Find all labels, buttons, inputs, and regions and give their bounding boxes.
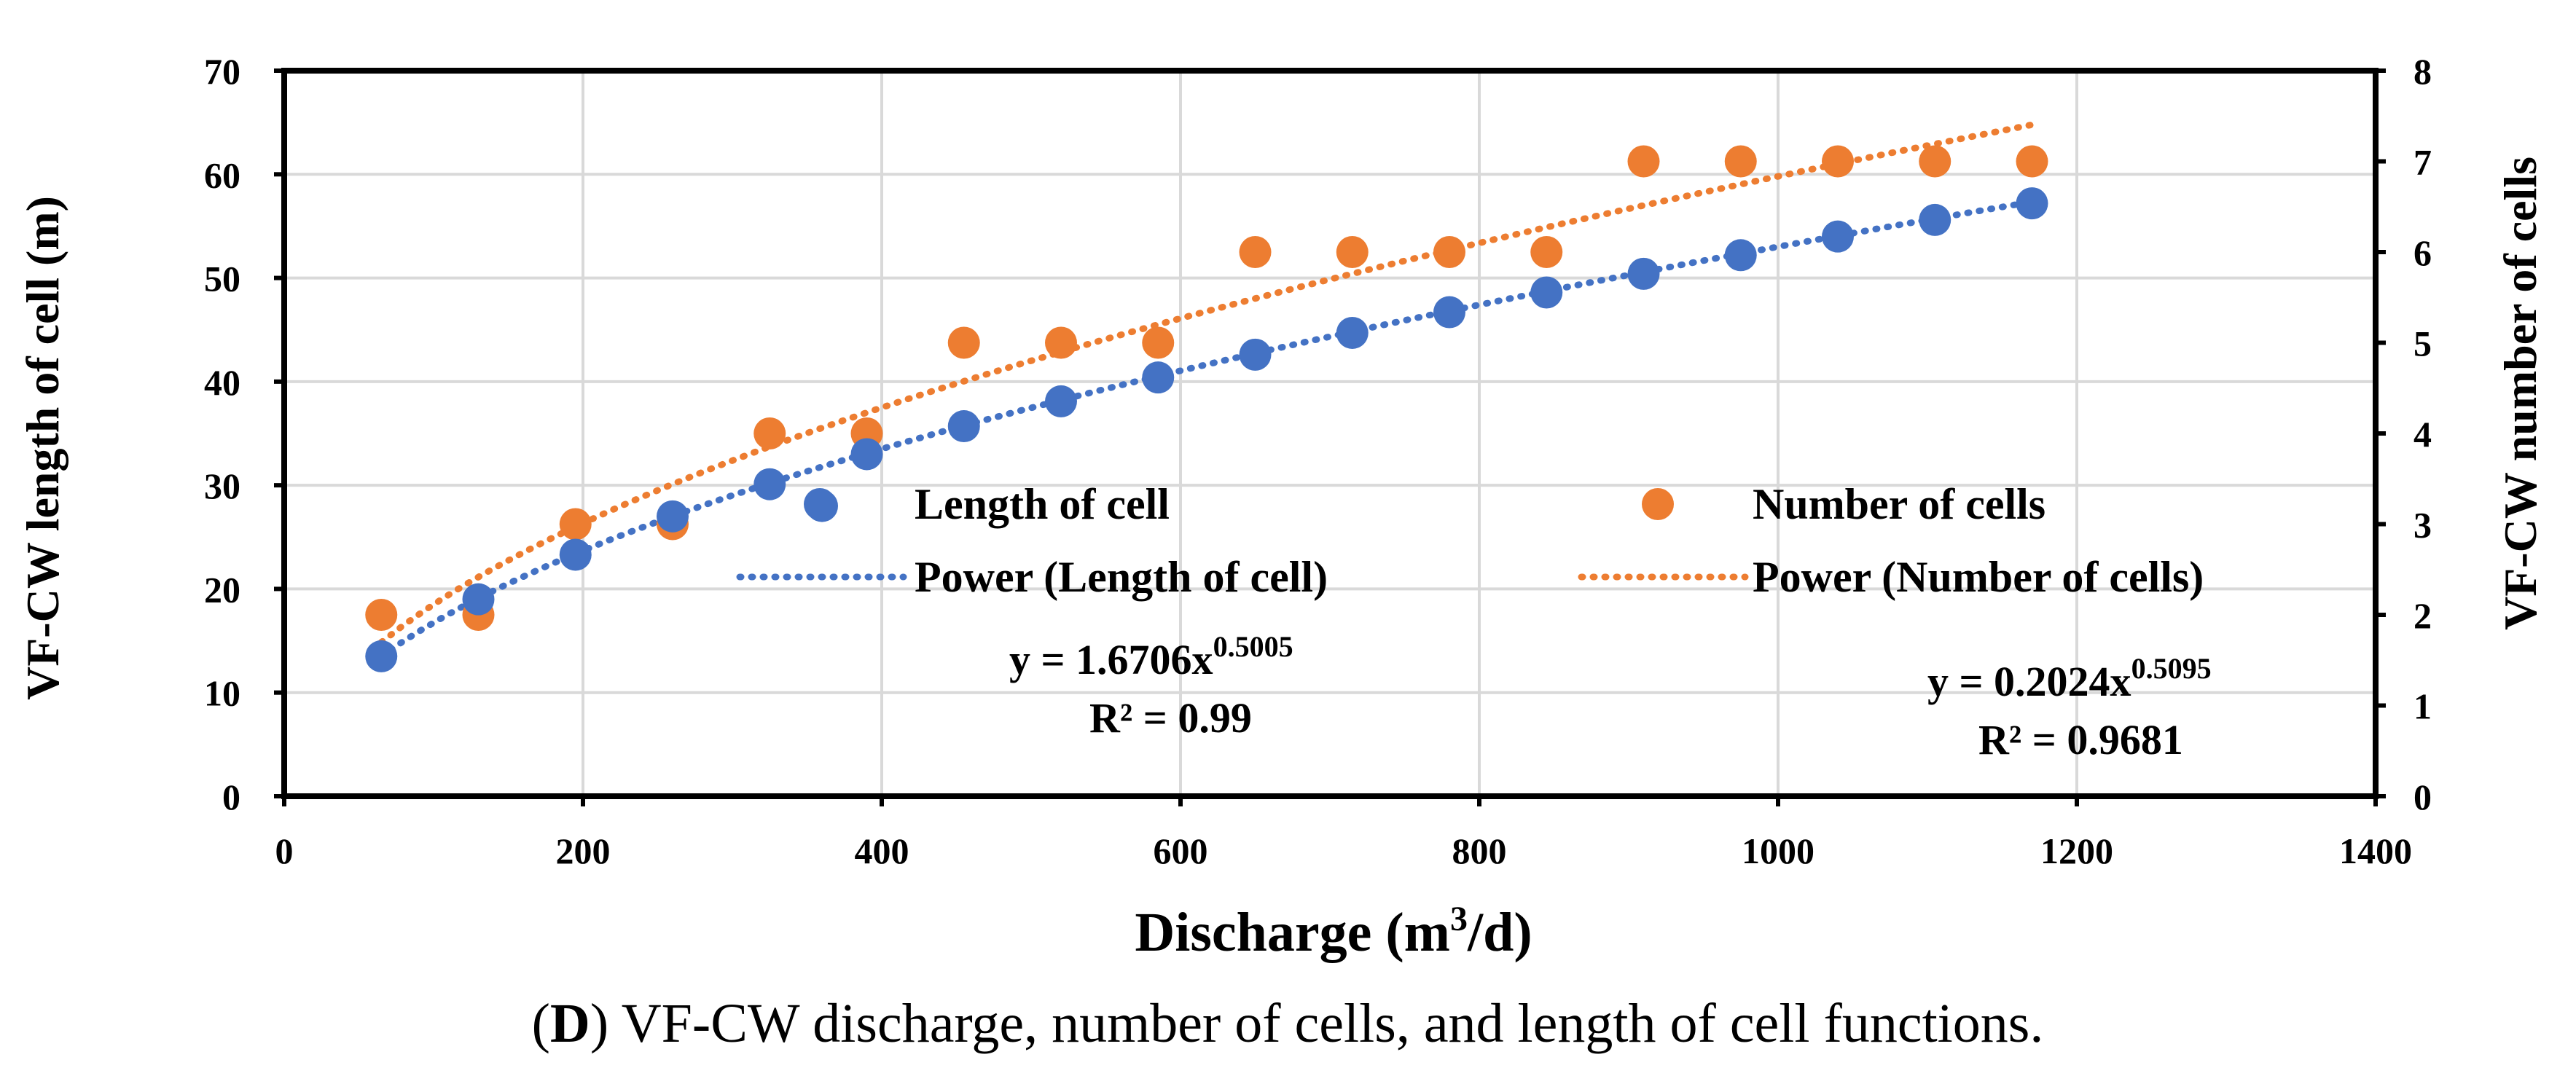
point-length-of-cell	[1530, 276, 1563, 309]
y-tick-label: 50	[204, 259, 240, 299]
legend-label-power-length: Power (Length of cell)	[915, 553, 1328, 601]
trendline-number-of-cells	[377, 121, 2035, 646]
x-tick-label: 800	[1452, 830, 1507, 871]
x-tick-label: 1400	[2339, 830, 2412, 871]
data-points	[365, 145, 2048, 672]
point-number-of-cells	[559, 508, 592, 541]
point-number-of-cells	[1627, 145, 1660, 178]
point-number-of-cells	[1433, 236, 1465, 268]
legend-marker-length-of-cell	[804, 488, 836, 520]
legend-label-length-of-cell: Length of cell	[915, 480, 1170, 528]
caption-text: VF-CW discharge, number of cells, and le…	[608, 993, 2043, 1054]
point-length-of-cell	[1142, 361, 1175, 394]
point-number-of-cells	[1239, 236, 1272, 268]
y2-tick-label: 3	[2413, 505, 2432, 546]
legend-marker-number-of-cells	[1642, 488, 1674, 520]
legend: Length of cell Number of cells Power (Le…	[736, 480, 2204, 601]
point-number-of-cells	[1724, 145, 1757, 178]
point-number-of-cells	[2016, 145, 2048, 178]
x-axis-title-main: Discharge (m	[1135, 902, 1450, 963]
y-axis-title: VF-CW length of cell (m)	[17, 196, 68, 700]
point-length-of-cell	[1724, 239, 1757, 272]
point-number-of-cells	[1336, 236, 1369, 268]
point-length-of-cell	[462, 583, 495, 616]
point-number-of-cells	[753, 417, 786, 449]
point-number-of-cells	[1142, 326, 1175, 359]
point-length-of-cell	[365, 640, 398, 672]
equation-number-exponent: 0.5095	[2131, 652, 2212, 685]
y-tick-label: 20	[204, 569, 240, 610]
trendlines	[377, 121, 2035, 660]
point-length-of-cell	[657, 500, 689, 533]
x-tick-label: 1200	[2040, 830, 2113, 871]
point-length-of-cell	[1239, 338, 1272, 371]
point-length-of-cell	[559, 538, 592, 571]
r2-length-of-cell: R² = 0.99	[1089, 694, 1252, 742]
y-tick-label: 40	[204, 362, 240, 403]
legend-label-power-number: Power (Number of cells)	[1753, 553, 2204, 601]
y2-tick-label: 2	[2413, 595, 2432, 636]
x-axis-title: Discharge (m3/d)	[1135, 900, 1532, 963]
y-tick-label: 0	[222, 777, 240, 817]
point-length-of-cell	[1822, 220, 1854, 253]
point-number-of-cells	[947, 326, 980, 359]
equation-length-of-cell: y = 1.6706x0.5005	[1009, 630, 1293, 683]
equation-number-of-cells: y = 0.2024x0.5095	[1927, 652, 2212, 705]
y2-axis-title: VF-CW number of cells	[2494, 157, 2546, 630]
equation-number-base: y = 0.2024x	[1927, 658, 2131, 705]
trendline-length-of-cell	[377, 198, 2035, 660]
y2-tick-label: 4	[2413, 414, 2432, 455]
point-number-of-cells	[1822, 145, 1854, 178]
y2-tick-label: 8	[2413, 51, 2432, 92]
axis-ticks	[274, 68, 2386, 806]
r2-number-of-cells: R² = 0.9681	[1978, 716, 2183, 763]
y-tick-label: 10	[204, 673, 240, 714]
point-length-of-cell	[1433, 296, 1465, 329]
x-tick-label: 200	[556, 830, 611, 871]
point-number-of-cells	[1919, 145, 1951, 178]
y2-tick-label: 0	[2413, 777, 2432, 817]
legend-label-number-of-cells: Number of cells	[1753, 480, 2045, 528]
point-length-of-cell	[947, 410, 980, 443]
equation-length-base: y = 1.6706x	[1009, 636, 1213, 683]
point-length-of-cell	[1627, 257, 1660, 290]
x-tick-label: 600	[1154, 830, 1208, 871]
y2-tick-label: 6	[2413, 232, 2432, 273]
y2-tick-label: 5	[2413, 323, 2432, 364]
point-length-of-cell	[753, 468, 786, 500]
x-axis-title-sup: 3	[1450, 900, 1468, 938]
y2-tick-label: 7	[2413, 142, 2432, 183]
point-length-of-cell	[1045, 385, 1077, 417]
axis-tick-labels: 0 200 400 600 800 1000 1200 1400010203040506070…	[204, 51, 2432, 871]
grid-lines	[284, 71, 2376, 796]
y2-tick-label: 1	[2413, 686, 2432, 727]
point-number-of-cells	[1045, 326, 1077, 359]
point-length-of-cell	[2016, 187, 2048, 220]
point-length-of-cell	[1336, 316, 1369, 349]
y-tick-label: 70	[204, 51, 240, 92]
figure-caption: (D) VF-CW discharge, number of cells, an…	[532, 993, 2044, 1054]
x-tick-label: 0	[275, 830, 294, 871]
point-length-of-cell	[1919, 203, 1951, 236]
y-tick-label: 30	[204, 466, 240, 506]
point-number-of-cells	[365, 599, 398, 631]
y-tick-label: 60	[204, 154, 240, 195]
point-number-of-cells	[1530, 236, 1563, 268]
x-axis-title-end: /d)	[1467, 902, 1532, 963]
point-length-of-cell	[850, 438, 883, 471]
x-tick-label: 1000	[1742, 830, 1814, 871]
caption-label: D	[550, 993, 590, 1054]
equation-length-exponent: 0.5005	[1213, 630, 1293, 663]
x-tick-label: 400	[855, 830, 909, 871]
